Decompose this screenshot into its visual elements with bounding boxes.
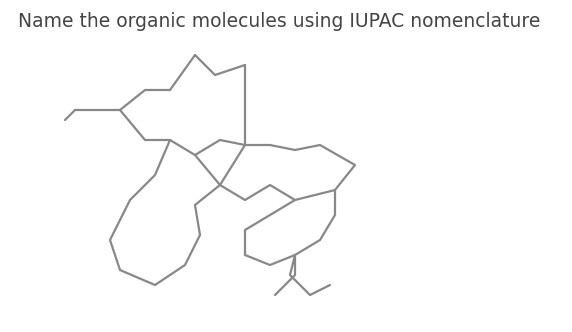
Text: Name the organic molecules using IUPAC nomenclature: Name the organic molecules using IUPAC n… xyxy=(18,12,541,31)
